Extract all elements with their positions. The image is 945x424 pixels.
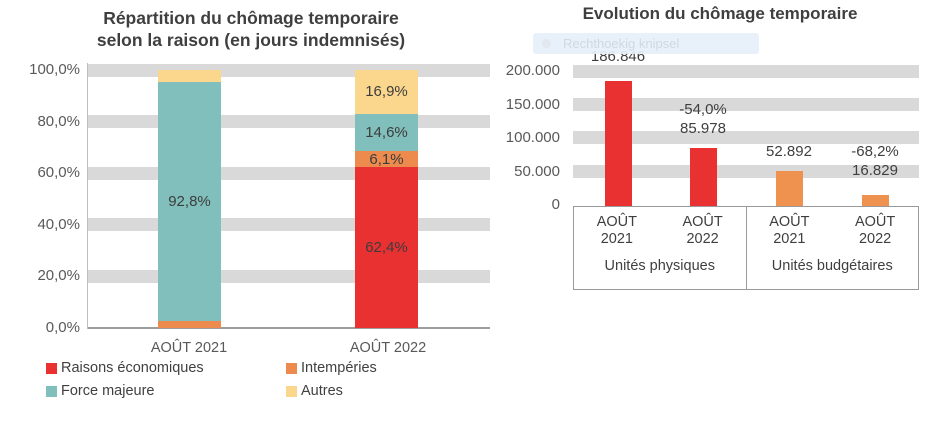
right-chart-title: Evolution du chômage temporaire (582, 4, 858, 23)
segment-data-label: 14,6% (365, 123, 408, 141)
stacked-bar-aout-2021: 92,8% (158, 70, 221, 328)
legend-label: Intempéries (301, 360, 377, 376)
value-label: 52.892 (766, 143, 812, 160)
right-plot-area: 186.846 85.978 -54,0% 52.892 16.829 -68,2% (573, 48, 919, 206)
gridline-band (88, 63, 490, 77)
value-label: 16.829 (852, 162, 898, 179)
bar-segment: 6,1% (355, 150, 418, 168)
right-y-tick: 50.000 (514, 162, 560, 180)
right-y-tick: 0 (551, 196, 560, 213)
legend-item-raisons-economiques: Raisons économiques (46, 360, 286, 376)
legend-swatch-intemperies (286, 362, 297, 374)
left-y-tick: 100,0% (29, 61, 80, 78)
category-row: AOÛT 2021 AOÛT 2022 (747, 214, 919, 248)
left-chart-title-line2: selon la raison (en jours indemnisés) (96, 30, 406, 50)
legend-item-autres: Autres (286, 383, 377, 399)
pct-change-label: -54,0% (679, 101, 727, 118)
bar-segment: 16,9% (355, 70, 418, 114)
right-chart: Evolution du chômage temporaire Rechthoe… (500, 0, 945, 424)
snipping-tool-overlay-label: Rechthoekig knipsel (563, 36, 680, 51)
pct-change-label: -68,2% (851, 143, 899, 160)
gridline-band (88, 218, 490, 232)
left-chart-title-line1: Répartition du chômage temporaire (103, 8, 399, 28)
segment-data-label: 92,8% (168, 193, 211, 211)
segment-data-label: 16,9% (365, 83, 408, 101)
right-y-tick: 200.000 (505, 62, 560, 79)
gridline-band (573, 131, 919, 145)
category-axis-box: AOÛT 2021 AOÛT 2022 Unités physiques AOÛ… (573, 206, 919, 290)
bar-août-2021-budgetaires (776, 170, 803, 206)
segment-data-label: 62,4% (365, 239, 408, 256)
group-unites-physiques: AOÛT 2021 AOÛT 2022 Unités physiques (574, 207, 747, 289)
rectangular-snip-icon (542, 39, 551, 48)
gridline-band (88, 166, 490, 180)
bar-segment: 14,6% (355, 113, 418, 152)
y-axis-line (87, 63, 88, 329)
legend-item-force-majeure: Force majeure (46, 383, 286, 399)
cat-label-aout-2022-budgetaires: AOÛT 2022 (854, 214, 896, 247)
left-chart: Répartition du chômage temporaire selon … (5, 7, 497, 399)
left-plot-area: 92,8% 62,4% 6,1% 14,6% 16,9% (87, 63, 490, 329)
legend-label: Autres (301, 383, 343, 399)
left-chart-title: Répartition du chômage temporaire selon … (5, 7, 497, 51)
left-x-label-aout-2021: AOÛT 2021 (150, 340, 228, 356)
legend-swatch-raisons-economiques (46, 362, 57, 374)
bar-août-2021-physiques (605, 80, 632, 206)
cat-label-aout-2021-physiques: AOÛT 2021 (596, 214, 638, 247)
cat-label-aout-2022-physiques: AOÛT 2022 (682, 214, 723, 247)
x-axis-line (88, 327, 490, 329)
right-y-tick: 150.000 (505, 95, 560, 113)
cat-label-aout-2021-budgetaires: AOÛT 2021 (769, 214, 810, 247)
bar-août-2022-physiques (690, 148, 717, 206)
legend: Raisons économiques Intempéries Force ma… (46, 360, 377, 399)
legend-swatch-force-majeure (46, 385, 57, 397)
category-row: AOÛT 2021 AOÛT 2022 (574, 214, 746, 248)
segment-data-label: 6,1% (369, 150, 404, 168)
left-y-tick: 40,0% (37, 215, 80, 233)
bar-segment (158, 70, 221, 82)
gridline-band (573, 97, 919, 111)
snipping-tool-overlay[interactable]: Rechthoekig knipsel (533, 33, 759, 54)
bar-segment: 92,8% (158, 81, 221, 322)
group-label-unites-budgetaires: Unités budgétaires (771, 258, 893, 274)
gridline-band (88, 115, 490, 129)
legend-label: Force majeure (61, 383, 155, 399)
left-y-tick: 0,0% (45, 319, 80, 336)
left-y-tick: 80,0% (37, 112, 80, 130)
legend-label: Raisons économiques (61, 360, 204, 376)
group-unites-budgetaires: AOÛT 2021 AOÛT 2022 Unités budgétaires (747, 207, 919, 289)
bar-août-2022-budgetaires (862, 194, 889, 206)
bar-segment: 62,4% (355, 167, 418, 328)
group-label-unites-physiques: Unités physiques (604, 258, 715, 274)
left-y-tick: 60,0% (37, 164, 80, 182)
bar-segment (158, 321, 221, 328)
legend-swatch-autres (286, 385, 297, 397)
right-y-tick: 100.000 (505, 129, 560, 146)
gridline-band (88, 269, 490, 283)
gridline-band (573, 64, 919, 78)
legend-item-intemperies: Intempéries (286, 360, 377, 376)
stacked-bar-aout-2022: 62,4% 6,1% 14,6% 16,9% (355, 70, 418, 328)
value-label: 85.978 (680, 120, 726, 137)
gridline-band (573, 164, 919, 178)
left-y-tick: 20,0% (37, 267, 80, 285)
left-x-label-aout-2022: AOÛT 2022 (349, 340, 427, 356)
